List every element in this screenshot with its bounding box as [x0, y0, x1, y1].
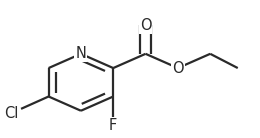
- Text: F: F: [109, 118, 117, 133]
- Text: Cl: Cl: [4, 106, 19, 121]
- Text: O: O: [140, 18, 151, 33]
- Text: O: O: [172, 61, 184, 75]
- Text: N: N: [75, 46, 86, 61]
